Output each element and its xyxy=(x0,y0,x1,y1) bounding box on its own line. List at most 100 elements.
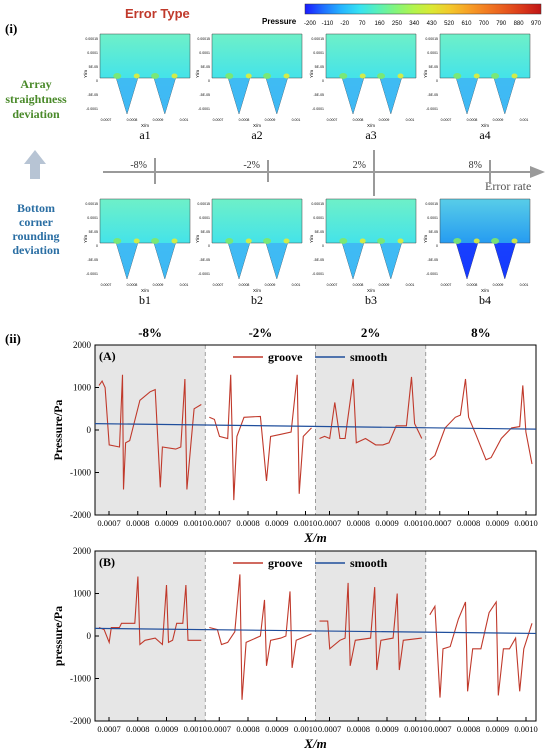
y-axis-label: pressure/Pa xyxy=(51,606,65,666)
x-tick-label: 0.0009 xyxy=(265,283,276,287)
x-tick-label: 0.0008 xyxy=(126,518,149,528)
contour-panel: 0.00015 0.0001 5E-05 0 -5E-05 -0.0001 Y/m 0.000… xyxy=(309,198,417,307)
x-axis-label: X/m xyxy=(141,288,149,293)
colorbar-tick-label: 520 xyxy=(444,21,455,27)
contour-panel: 0.00015 0.0001 5E-05 0 -5E-05 -0.0001 Y/m 0.000… xyxy=(195,198,303,307)
y-tick-label: -0.0001 xyxy=(426,107,438,111)
row-a-label: Array straightness deviation xyxy=(5,77,67,121)
shaded-section xyxy=(95,551,206,721)
x-tick-label: 0.001 xyxy=(406,283,415,287)
y-tick-label: 0.0001 xyxy=(427,51,438,55)
smooth-series-line xyxy=(94,627,537,635)
x-tick-label: 0.0007 xyxy=(318,518,341,528)
y-tick-label: -5E-05 xyxy=(427,258,438,262)
row-label-line: deviation xyxy=(12,107,60,121)
groove-series-line xyxy=(429,378,533,465)
y-tick-label: 0.0001 xyxy=(313,216,324,220)
x-tick-label: 0.0009 xyxy=(486,518,509,528)
y-tick-label: -5E-05 xyxy=(87,93,98,97)
hotspot xyxy=(339,73,348,79)
panel-label: b1 xyxy=(139,293,151,307)
x-axis-label: X/m xyxy=(303,736,326,751)
colorbar-tick-label: 160 xyxy=(375,21,386,27)
section-title: -2% xyxy=(248,325,272,340)
error-marker-label: 2% xyxy=(353,160,366,171)
part-i-label: (i) xyxy=(5,21,17,36)
x-tick-label: 0.0009 xyxy=(153,118,164,122)
x-tick-label: 0.0007 xyxy=(97,724,120,734)
x-tick-label: 0.0008 xyxy=(353,118,364,122)
legend-label-smooth: smooth xyxy=(350,350,388,364)
shaded-section xyxy=(95,345,206,515)
x-axis-label: X/m xyxy=(303,530,326,545)
contour-panel: 0.00015 0.0001 5E-05 0 -5E-05 -0.0001 Y/m 0.000… xyxy=(83,198,191,307)
groove-region xyxy=(456,78,478,114)
x-tick-label: 0.0008 xyxy=(347,724,370,734)
y-tick-label: 0.00015 xyxy=(425,202,438,206)
y-tick-label: 0.00015 xyxy=(85,37,98,41)
y-tick-label: -5E-05 xyxy=(199,258,210,262)
hotspot xyxy=(453,73,462,79)
contour-panel: 0.00015 0.0001 5E-05 0 -5E-05 -0.0001 Y/m 0.000… xyxy=(423,33,531,142)
y-tick-label: 0 xyxy=(322,244,324,248)
row-label-line: corner xyxy=(19,215,54,229)
colorbar-tick-label: 250 xyxy=(392,21,403,27)
x-tick-label: 0.0010 xyxy=(184,724,207,734)
y-tick-label: 5E-05 xyxy=(201,65,210,69)
y-tick-label: 5E-05 xyxy=(89,65,98,69)
hotspot xyxy=(151,238,160,244)
y-tick-label: -5E-05 xyxy=(427,93,438,97)
x-tick-label: 0.0007 xyxy=(428,724,451,734)
x-tick-label: 0.0010 xyxy=(294,724,317,734)
x-tick-label: 0.0007 xyxy=(428,518,451,528)
groove-region xyxy=(266,243,288,279)
error-rate-axis: Error rate -8% -2% 2% 8% xyxy=(103,150,545,196)
x-tick-label: 0.0007 xyxy=(327,118,338,122)
x-tick-label: 0.0009 xyxy=(155,724,178,734)
hotspot xyxy=(473,73,480,79)
x-axis-label: X/m xyxy=(481,123,489,128)
hotspot xyxy=(377,238,386,244)
hotspot xyxy=(491,73,500,79)
x-tick-label: 0.0007 xyxy=(208,724,231,734)
panel-label: (A) xyxy=(99,349,116,363)
y-tick-label: 0 xyxy=(96,244,98,248)
groove-region xyxy=(342,243,364,279)
groove-region xyxy=(494,78,516,114)
x-tick-label: 0.001 xyxy=(406,118,415,122)
y-tick-label: 0.0001 xyxy=(199,216,210,220)
hotspot xyxy=(491,238,500,244)
y-tick-label: -0.0001 xyxy=(198,107,210,111)
colorbar-tick-label: 70 xyxy=(359,21,366,27)
panel-label: a4 xyxy=(479,128,490,142)
x-tick-label: 0.001 xyxy=(520,118,529,122)
section-title: 8% xyxy=(471,325,491,340)
y-tick-label: -5E-05 xyxy=(313,258,324,262)
x-tick-label: 0.0008 xyxy=(467,118,478,122)
y-tick-label: 0.0001 xyxy=(87,216,98,220)
y-axis-label: Y/m xyxy=(83,70,88,78)
x-tick-label: 0.0008 xyxy=(353,283,364,287)
panel-label: (B) xyxy=(99,555,115,569)
contour-field xyxy=(211,198,303,280)
hotspot xyxy=(133,73,140,79)
x-tick-label: 0.0009 xyxy=(486,724,509,734)
groove-region xyxy=(494,243,516,279)
colorbar-tick-label: -200 xyxy=(304,21,317,27)
hotspot xyxy=(377,73,386,79)
x-tick-label: 0.0009 xyxy=(375,518,398,528)
y-tick-label: 0.0001 xyxy=(313,51,324,55)
y-tick-label: 0.0001 xyxy=(427,216,438,220)
y-tick-label: -1000 xyxy=(70,674,91,684)
row-b-label: Bottom corner rounding deviation xyxy=(12,201,60,257)
y-tick-label: 5E-05 xyxy=(315,65,324,69)
smooth-series-line xyxy=(94,423,537,430)
y-tick-label: -0.0001 xyxy=(312,272,324,276)
y-tick-label: -0.0001 xyxy=(86,272,98,276)
y-tick-label: 5E-05 xyxy=(201,230,210,234)
hotspot xyxy=(339,238,348,244)
y-axis-label: Y/m xyxy=(83,235,88,243)
y-tick-label: 0.00015 xyxy=(85,202,98,206)
y-tick-label: 0 xyxy=(96,79,98,83)
y-tick-label: -0.0001 xyxy=(198,272,210,276)
